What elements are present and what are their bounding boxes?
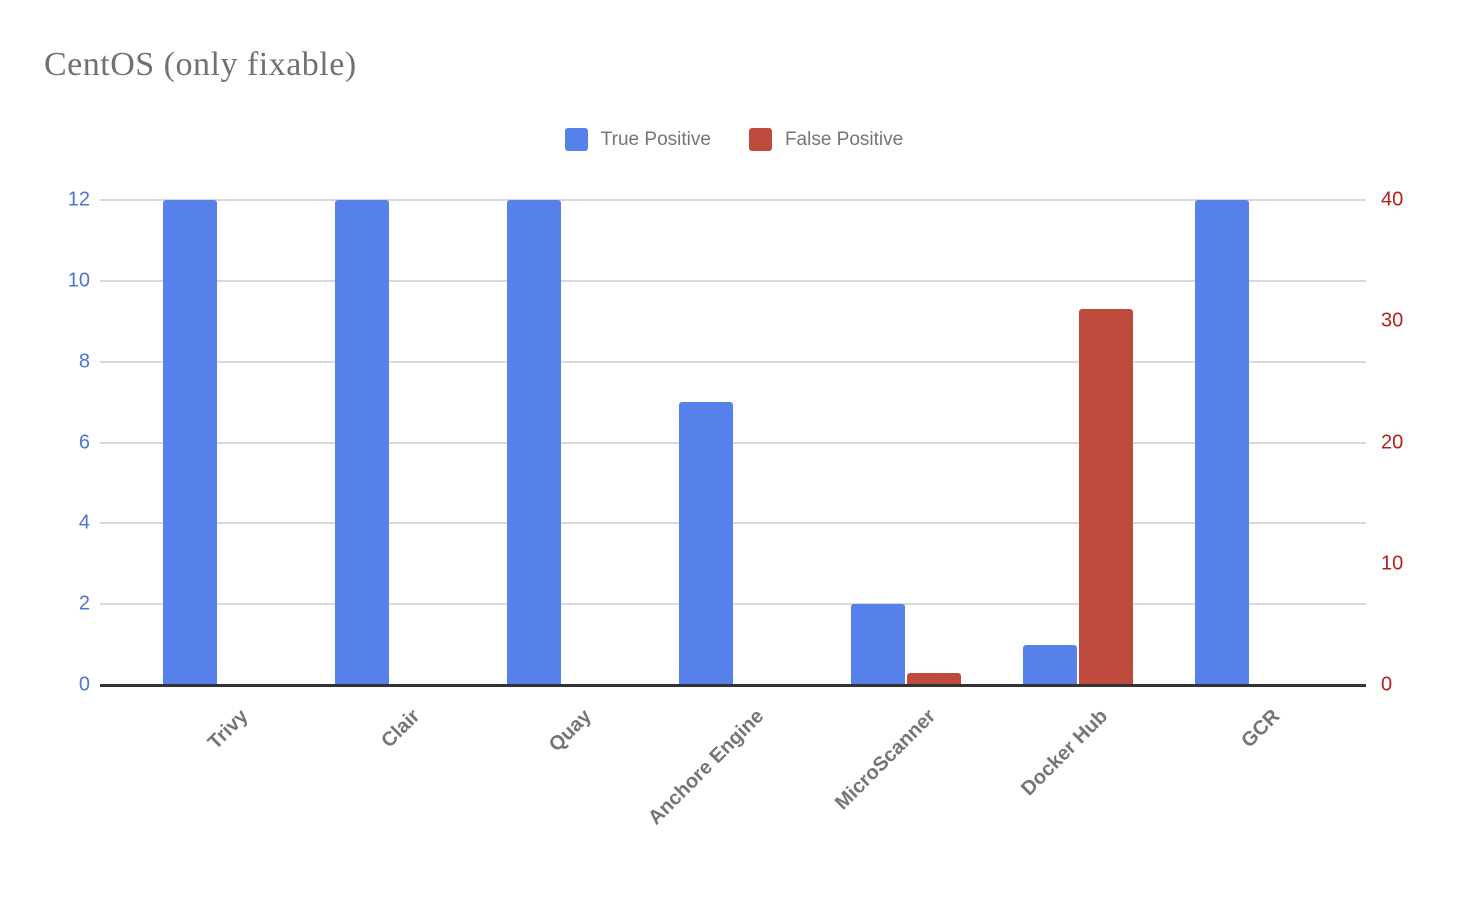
- x-axis-baseline: [100, 684, 1366, 687]
- gridline: [100, 603, 1366, 606]
- x-axis-category-label: GCR: [1237, 705, 1285, 753]
- bar-true-positive: [334, 200, 389, 685]
- bar-false-positive: [1078, 309, 1133, 685]
- y-axis-left-tick-label: 0: [78, 673, 90, 696]
- gridline: [100, 360, 1366, 363]
- y-axis-left-tick-label: 6: [78, 431, 90, 453]
- x-axis-category-label: Quay: [545, 705, 597, 757]
- legend-label-true-positive: True Positive: [600, 128, 711, 150]
- gridline: [100, 279, 1366, 282]
- chart-title: CentOS (only fixable): [44, 46, 357, 83]
- bar-true-positive: [162, 200, 217, 685]
- bar-true-positive: [506, 200, 561, 685]
- x-axis-category-label: MicroScanner: [831, 705, 941, 815]
- y-axis-left-tick-label: 8: [78, 350, 90, 373]
- y-axis-left-tick-label: 12: [67, 188, 90, 211]
- y-axis-right-tick-label: 10: [1381, 552, 1404, 575]
- bar-false-positive: [906, 672, 961, 685]
- gridline: [100, 441, 1366, 444]
- gridline: [100, 199, 1366, 201]
- legend-item-true-positive: True Positive: [564, 128, 711, 151]
- legend-label-false-positive: False Positive: [784, 128, 904, 150]
- x-axis-category-label: Clair: [377, 705, 425, 753]
- y-axis-right-tick-label: 0: [1381, 673, 1393, 696]
- y-axis-left-tick-label: 10: [67, 269, 90, 292]
- bar-true-positive: [850, 604, 905, 685]
- bar-true-positive: [1194, 200, 1249, 685]
- x-axis-category-label: Anchore Engine: [644, 705, 769, 830]
- bar-true-positive: [1022, 644, 1077, 685]
- gridline: [100, 522, 1366, 525]
- y-axis-left-tick-label: 4: [78, 511, 90, 534]
- x-axis-category-label: Trivy: [203, 705, 253, 754]
- legend-swatch-false-positive-icon: [748, 128, 772, 151]
- y-axis-right-tick-label: 30: [1381, 309, 1404, 332]
- y-axis-right-tick-label: 40: [1381, 188, 1404, 211]
- legend-item-false-positive: False Positive: [748, 128, 904, 151]
- y-axis-right-tick-label: 20: [1381, 431, 1404, 453]
- x-axis-category-label: Docker Hub: [1017, 705, 1113, 801]
- chart-legend: True Positive False Positive: [0, 128, 1468, 151]
- y-axis-left-tick-label: 2: [78, 592, 90, 615]
- bar-true-positive: [678, 402, 733, 685]
- legend-swatch-true-positive-icon: [564, 128, 588, 151]
